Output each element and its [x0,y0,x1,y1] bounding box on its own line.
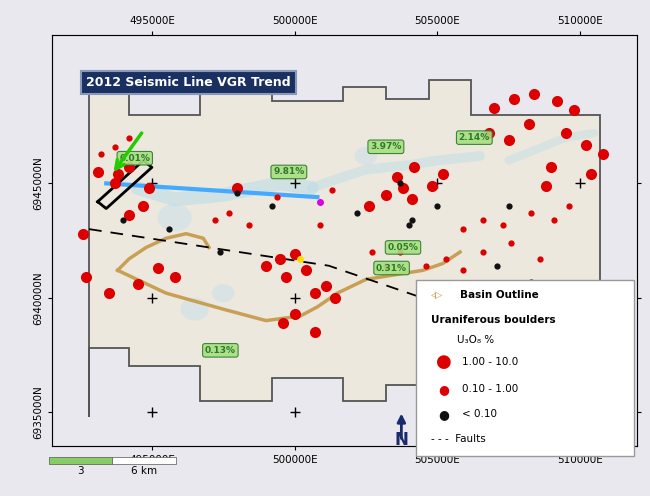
Circle shape [181,298,209,320]
Text: 0.13%: 0.13% [205,346,236,355]
Text: ●: ● [439,408,450,421]
Text: 2012 Seismic Line VGR Trend: 2012 Seismic Line VGR Trend [86,76,291,89]
Text: ◃▷: ◃▷ [431,290,443,300]
Text: 3.97%: 3.97% [370,142,402,151]
Text: 0.10 - 1.00: 0.10 - 1.00 [462,384,519,394]
Text: < 0.10: < 0.10 [462,409,497,419]
Text: Basin Outline: Basin Outline [460,290,539,300]
Text: 0.31%: 0.31% [376,263,407,272]
Text: - - -  Faults: - - - Faults [431,434,486,444]
Text: 2.14%: 2.14% [459,133,490,142]
Text: 3: 3 [77,466,84,476]
Circle shape [212,284,235,302]
Polygon shape [89,80,600,417]
Text: 0.05%: 0.05% [387,243,419,252]
Text: 1.00 - 10.0: 1.00 - 10.0 [462,357,519,367]
Text: 9.81%: 9.81% [273,168,304,177]
Text: ●: ● [439,383,450,396]
Text: Uraniferous boulders: Uraniferous boulders [431,315,556,325]
Text: 0.01%: 0.01% [120,154,150,163]
Circle shape [354,147,377,165]
Circle shape [157,204,192,232]
Text: N: N [395,431,408,449]
Text: U₃O₈ %: U₃O₈ % [457,335,494,345]
Text: ●: ● [436,353,452,371]
Text: 6 km: 6 km [131,466,157,476]
